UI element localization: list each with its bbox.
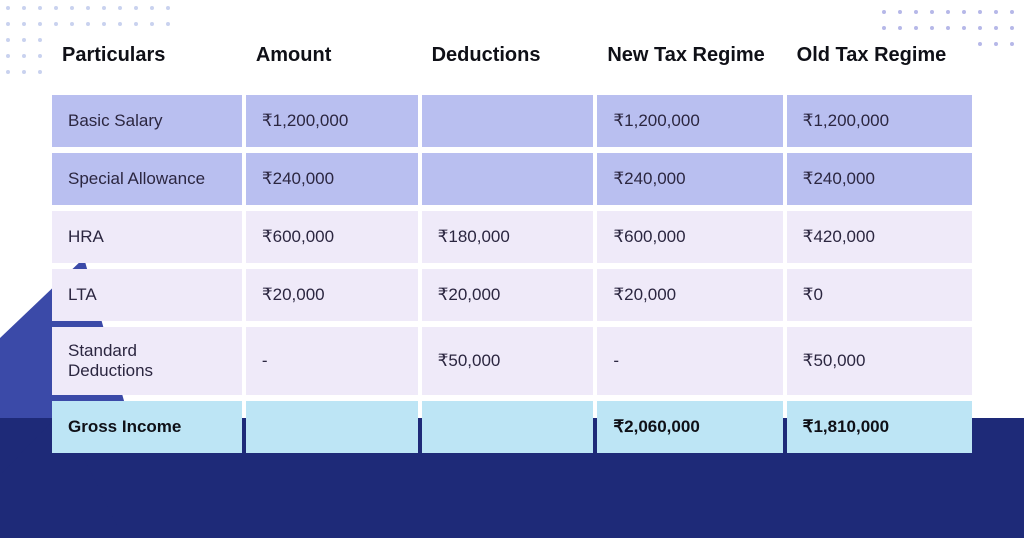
table-cell: ₹240,000	[597, 153, 782, 205]
table-cell: -	[597, 327, 782, 395]
table-cell: ₹180,000	[422, 211, 594, 263]
table-cell: ₹50,000	[787, 327, 972, 395]
table-cell: ₹420,000	[787, 211, 972, 263]
table-cell: Gross Income	[52, 401, 242, 453]
table-row: Gross Income ₹2,060,000₹1,810,000	[52, 401, 972, 453]
table-cell: ₹600,000	[246, 211, 418, 263]
table-cell: ₹20,000	[597, 269, 782, 321]
table-cell: Basic Salary	[52, 95, 242, 147]
table-row: Standard Deductions-₹50,000-₹50,000	[52, 327, 972, 395]
table-cell: ₹240,000	[246, 153, 418, 205]
table-cell: ₹0	[787, 269, 972, 321]
table-header-row: Particulars Amount Deductions New Tax Re…	[52, 36, 972, 89]
table-cell: ₹1,200,000	[597, 95, 782, 147]
table-cell: ₹2,060,000	[597, 401, 782, 453]
table-cell: ₹50,000	[422, 327, 594, 395]
table-cell: ₹240,000	[787, 153, 972, 205]
col-new-tax-regime: New Tax Regime	[597, 36, 782, 89]
tax-comparison-table: Particulars Amount Deductions New Tax Re…	[48, 30, 976, 459]
col-amount: Amount	[246, 36, 418, 89]
table-row: Basic Salary₹1,200,000₹1,200,000₹1,200,0…	[52, 95, 972, 147]
table-cell: HRA	[52, 211, 242, 263]
table-row: LTA₹20,000₹20,000₹20,000₹0	[52, 269, 972, 321]
table-cell	[422, 153, 594, 205]
table-cell: -	[246, 327, 418, 395]
table-cell: ₹600,000	[597, 211, 782, 263]
table-cell: ₹20,000	[422, 269, 594, 321]
table-row: Special Allowance₹240,000₹240,000₹240,00…	[52, 153, 972, 205]
col-deductions: Deductions	[422, 36, 594, 89]
table-cell: Special Allowance	[52, 153, 242, 205]
col-old-tax-regime: Old Tax Regime	[787, 36, 972, 89]
table-cell: ₹1,810,000	[787, 401, 972, 453]
table-cell: ₹1,200,000	[787, 95, 972, 147]
table-cell	[422, 401, 594, 453]
table-cell: LTA	[52, 269, 242, 321]
table-cell: ₹1,200,000	[246, 95, 418, 147]
tax-table-container: Particulars Amount Deductions New Tax Re…	[48, 30, 976, 459]
table-row: HRA₹600,000₹180,000₹600,000₹420,000	[52, 211, 972, 263]
table-cell: ₹20,000	[246, 269, 418, 321]
table-cell	[422, 95, 594, 147]
table-cell	[246, 401, 418, 453]
table-body: Basic Salary₹1,200,000₹1,200,000₹1,200,0…	[52, 95, 972, 453]
table-cell: Standard Deductions	[52, 327, 242, 395]
col-particulars: Particulars	[52, 36, 242, 89]
